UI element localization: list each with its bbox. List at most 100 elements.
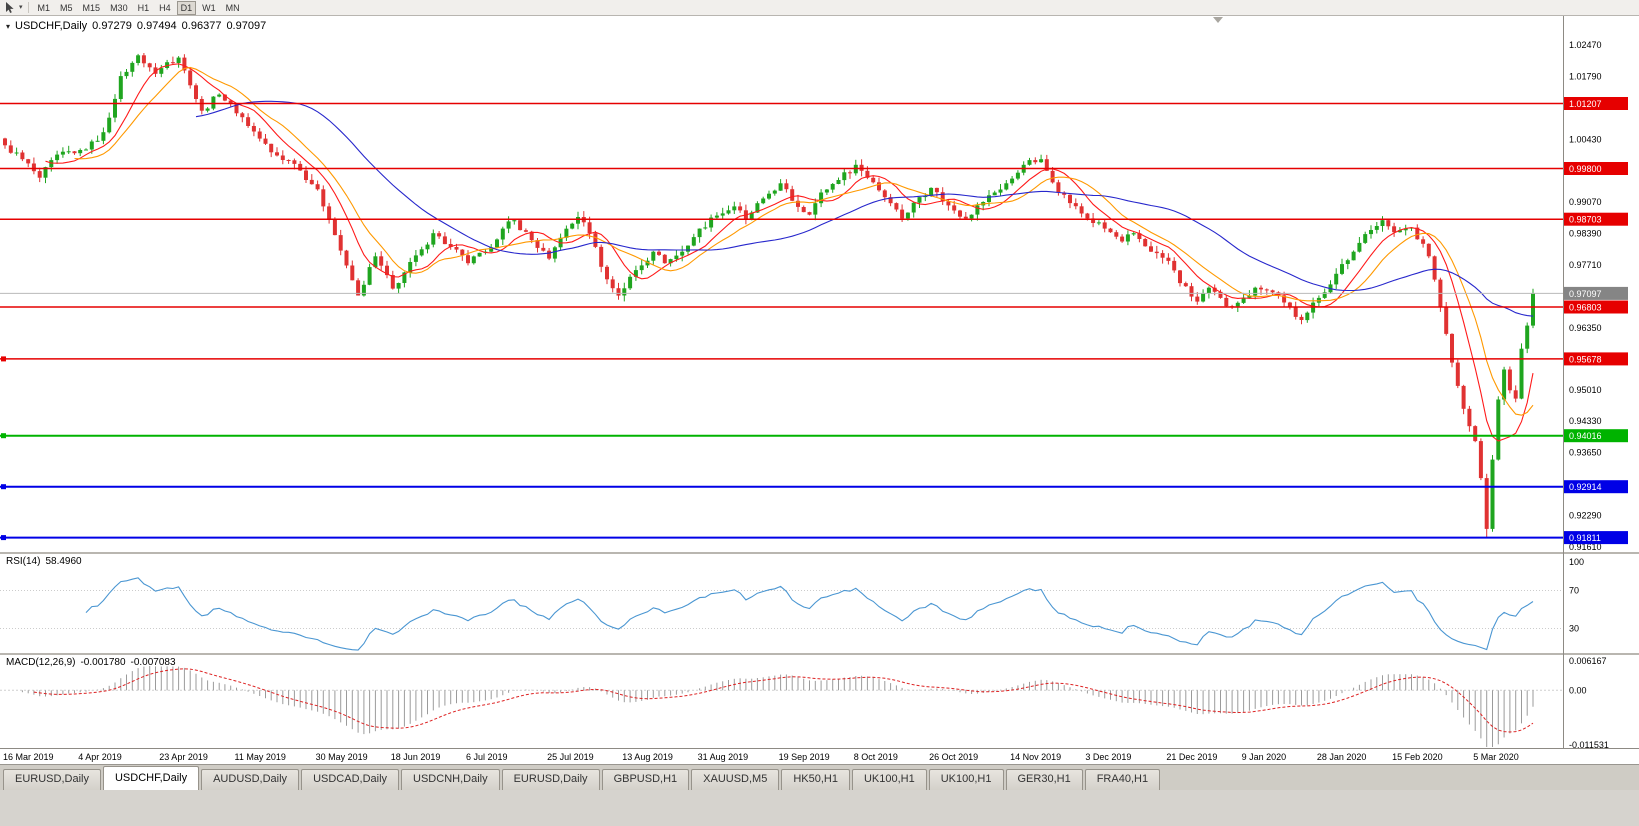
candle-body bbox=[1166, 257, 1171, 261]
panel-separator-rsi[interactable] bbox=[0, 552, 1639, 554]
date-label: 5 Mar 2020 bbox=[1473, 752, 1519, 762]
timeframe-button-m1[interactable]: M1 bbox=[37, 2, 51, 13]
candle-body bbox=[1502, 369, 1507, 400]
timeframe-button-d1[interactable]: D1 bbox=[176, 0, 197, 15]
candle-body bbox=[1264, 289, 1269, 291]
candle-body bbox=[512, 220, 517, 222]
candle-body bbox=[1010, 178, 1015, 184]
timeframe-button-mn[interactable]: MN bbox=[225, 2, 240, 13]
price-tag-label: 0.96803 bbox=[1569, 303, 1602, 313]
candle-body bbox=[801, 207, 806, 213]
chart-tab-4-usdcnh-daily[interactable]: USDCNH,Daily bbox=[401, 769, 500, 790]
candle-body bbox=[1340, 264, 1344, 274]
candle-body bbox=[749, 212, 754, 220]
candle-body bbox=[570, 223, 575, 229]
candle-body bbox=[1224, 297, 1229, 307]
price-tag bbox=[1564, 480, 1628, 494]
candle-body bbox=[1513, 390, 1518, 399]
chart-tab-6-gbpusd-h1[interactable]: GBPUSD,H1 bbox=[601, 769, 690, 790]
chart-window[interactable]: 1.02470 1.01790 1.00430 0.99070 0.98390 0.977… bbox=[0, 16, 1639, 764]
candle-body bbox=[118, 76, 123, 99]
candle-body bbox=[217, 94, 222, 97]
chart-tab-11-ger30-h1[interactable]: GER30,H1 bbox=[1005, 769, 1083, 790]
chart-tab-0-eurusd-daily[interactable]: EURUSD,Daily bbox=[3, 769, 101, 790]
chart-tab-5-eurusd-daily[interactable]: EURUSD,Daily bbox=[501, 769, 600, 790]
macd-axis-tick: 0.00 bbox=[1569, 685, 1587, 695]
candle-body bbox=[14, 152, 19, 154]
candle-body bbox=[587, 222, 592, 234]
candle-body bbox=[1125, 234, 1130, 242]
date-label: 26 Oct 2019 bbox=[929, 752, 978, 762]
chart-tab-10-uk100-h1[interactable]: UK100,H1 bbox=[928, 769, 1004, 790]
candle-body bbox=[790, 189, 795, 201]
candle-body bbox=[113, 98, 117, 118]
date-label: 13 Aug 2019 bbox=[622, 752, 673, 762]
tool-dropdown-caret-icon[interactable]: ▾ bbox=[19, 4, 23, 11]
level-handle[interactable] bbox=[1, 356, 6, 362]
price-tag-label: 0.94016 bbox=[1569, 431, 1602, 441]
candle-body bbox=[1195, 296, 1200, 302]
candle-body bbox=[1120, 236, 1125, 242]
candle-body bbox=[1085, 213, 1090, 219]
timeframe-button-w1[interactable]: W1 bbox=[202, 2, 216, 13]
timeframe-button-h4[interactable]: H4 bbox=[159, 2, 171, 13]
timeframe-button-m5[interactable]: M5 bbox=[60, 2, 73, 13]
candle-body bbox=[1241, 297, 1246, 303]
timeframe-toolbar: ▾ M1 M5 M15 M30 H1 H4 D1 W1 MN bbox=[0, 0, 1639, 16]
price-tag-label: 0.98703 bbox=[1569, 215, 1602, 225]
level-handle[interactable] bbox=[1, 535, 6, 541]
candle-body bbox=[1490, 459, 1495, 529]
candle-body bbox=[894, 203, 899, 210]
candle-body bbox=[518, 220, 523, 231]
chart-tab-7-xauusd-m5[interactable]: XAUUSD,M5 bbox=[691, 769, 780, 790]
chart-shift-marker[interactable] bbox=[1213, 17, 1223, 23]
candle-body bbox=[356, 280, 361, 296]
chart-tab-9-uk100-h1[interactable]: UK100,H1 bbox=[851, 769, 927, 790]
candle-body bbox=[280, 155, 285, 160]
candle-body bbox=[703, 227, 708, 229]
chart-tab-3-usdcad-daily[interactable]: USDCAD,Daily bbox=[301, 769, 400, 790]
candle-body bbox=[622, 288, 627, 296]
candle-body bbox=[60, 151, 65, 155]
candle-body bbox=[315, 184, 320, 190]
candle-body bbox=[842, 172, 847, 181]
chart-tab-8-hk50-h1[interactable]: HK50,H1 bbox=[781, 769, 850, 790]
date-label: 25 Jul 2019 bbox=[547, 752, 594, 762]
candle-body bbox=[1073, 203, 1078, 207]
candle-body bbox=[987, 195, 991, 202]
chart-canvas[interactable]: 1.02470 1.01790 1.00430 0.99070 0.98390 0.977… bbox=[0, 16, 1639, 764]
candle-body bbox=[523, 230, 528, 232]
candle-body bbox=[257, 131, 262, 139]
candle-body bbox=[506, 221, 511, 229]
candle-body bbox=[1096, 222, 1101, 224]
candle-body bbox=[1473, 426, 1478, 442]
level-handle[interactable] bbox=[1, 433, 6, 439]
candle-body bbox=[402, 272, 407, 283]
level-handle[interactable] bbox=[1, 484, 6, 490]
candle-body bbox=[263, 138, 268, 144]
main-axis-tick: 0.98390 bbox=[1569, 229, 1602, 239]
candle-body bbox=[1421, 239, 1426, 244]
candle-body bbox=[1178, 270, 1182, 284]
chart-tab-12-fra40-h1[interactable]: FRA40,H1 bbox=[1084, 769, 1161, 790]
candle-body bbox=[1044, 159, 1049, 171]
timeframe-button-m15[interactable]: M15 bbox=[82, 2, 101, 13]
panel-separator-macd[interactable] bbox=[0, 653, 1639, 655]
candles-layer[interactable] bbox=[3, 53, 1535, 538]
price-tag bbox=[1564, 429, 1628, 443]
candle-body bbox=[350, 265, 355, 281]
timeframe-button-h1[interactable]: H1 bbox=[137, 2, 150, 13]
date-label: 8 Oct 2019 bbox=[854, 752, 898, 762]
chart-tab-2-audusd-daily[interactable]: AUDUSD,Daily bbox=[201, 769, 300, 790]
timeframe-button-m30[interactable]: M30 bbox=[110, 2, 128, 13]
candle-body bbox=[222, 94, 227, 101]
chart-tab-1-usdchf-daily[interactable]: USDCHF,Daily bbox=[102, 766, 200, 790]
candle-body bbox=[176, 57, 181, 63]
candle-body bbox=[205, 108, 210, 111]
candle-body bbox=[1305, 312, 1310, 321]
candle-body bbox=[159, 68, 164, 74]
candle-body bbox=[182, 57, 187, 71]
candle-body bbox=[147, 63, 152, 68]
candle-body bbox=[929, 187, 934, 196]
cursor-tool-icon[interactable] bbox=[3, 1, 17, 14]
